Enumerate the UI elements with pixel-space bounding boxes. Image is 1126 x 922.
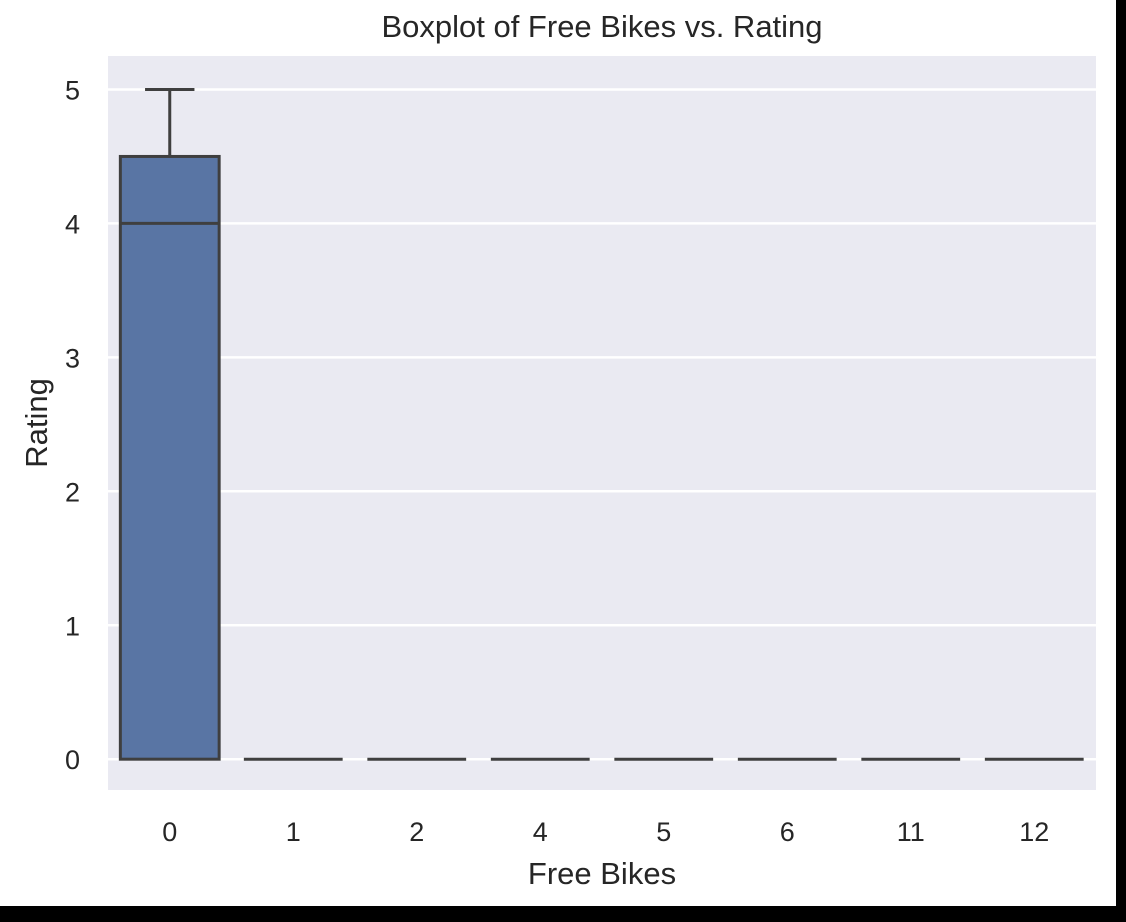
x-tick-label: 12 (1019, 817, 1049, 847)
y-axis-label: Rating (19, 378, 54, 468)
y-tick-label: 1 (65, 611, 80, 641)
x-tick-label: 11 (897, 817, 925, 847)
boxes (118, 87, 1084, 761)
x-tick-labels: 0 1 2 4 5 6 11 12 (162, 817, 1049, 847)
x-tick-label: 5 (656, 817, 671, 847)
y-tick-labels: 0 1 2 3 4 5 (65, 75, 80, 775)
box-body (118, 154, 221, 761)
x-tick-label: 1 (286, 817, 301, 847)
x-tick-label: 4 (533, 817, 548, 847)
x-axis-label: Free Bikes (528, 856, 676, 891)
x-tick-label: 6 (780, 817, 795, 847)
plot-area (108, 56, 1096, 790)
y-tick-label: 3 (65, 343, 80, 373)
box-0 (118, 87, 221, 761)
y-tick-label: 5 (65, 75, 80, 105)
x-tick-label: 0 (162, 817, 177, 847)
chart-title: Boxplot of Free Bikes vs. Rating (381, 9, 822, 44)
y-tick-label: 4 (65, 209, 80, 239)
y-tick-label: 0 (65, 745, 80, 775)
y-tick-label: 2 (65, 477, 80, 507)
x-tick-label: 2 (409, 817, 424, 847)
